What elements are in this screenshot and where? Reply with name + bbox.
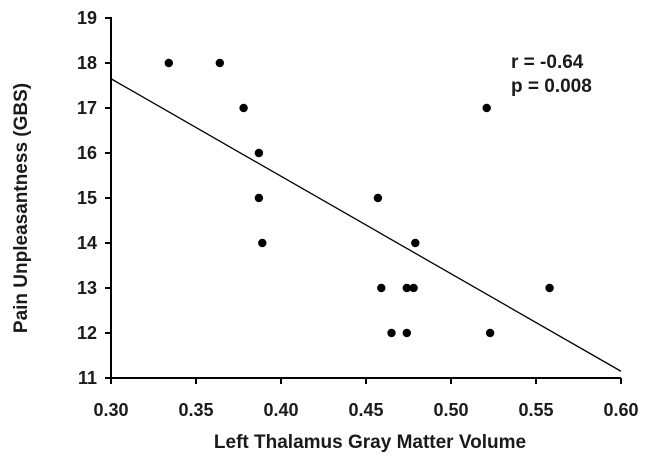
data-point [411,238,420,248]
x-tick-label: 0.55 [518,400,553,420]
correlation-r-annotation: r = -0.64 [511,52,584,73]
y-tick-label: 11 [78,368,97,388]
data-point [387,328,396,338]
trendline-group [110,78,622,372]
y-tick-label: 17 [77,98,97,118]
regression-line [110,78,622,372]
x-axis-label: Left Thalamus Gray Matter Volume [214,432,526,453]
y-tick-label: 19 [77,8,97,28]
y-tick-label: 18 [77,53,97,73]
y-axis-label: Pain Unpleasantness (GBS) [11,83,32,333]
data-point [254,193,264,203]
p-value-annotation: p = 0.008 [511,76,592,97]
data-point [373,193,383,203]
x-tick-label: 0.35 [178,400,213,420]
x-ticks: 0.30 0.35 0.40 0.45 0.50 0.55 0.60 [93,378,639,420]
y-tick-label: 12 [77,323,97,343]
data-point [402,283,411,293]
data-point [402,328,411,338]
data-point [482,103,491,113]
data-point [377,283,386,293]
data-point [545,283,554,293]
x-tick-label: 0.45 [348,400,383,420]
data-point [409,283,418,293]
x-tick-label: 0.60 [603,400,638,420]
x-tick-label: 0.30 [93,400,128,420]
x-tick-label: 0.40 [263,400,298,420]
data-points [164,58,554,338]
data-point [215,58,224,68]
y-ticks: 11 12 13 14 15 16 17 18 19 [77,8,111,388]
x-tick-label: 0.50 [433,400,468,420]
data-point [254,148,264,158]
data-point [164,58,173,68]
y-tick-label: 16 [77,143,97,163]
data-point [485,328,495,338]
y-tick-label: 13 [77,278,97,298]
data-point [258,238,267,248]
y-tick-label: 14 [77,233,97,253]
data-point [239,103,248,113]
y-tick-label: 15 [77,188,97,208]
